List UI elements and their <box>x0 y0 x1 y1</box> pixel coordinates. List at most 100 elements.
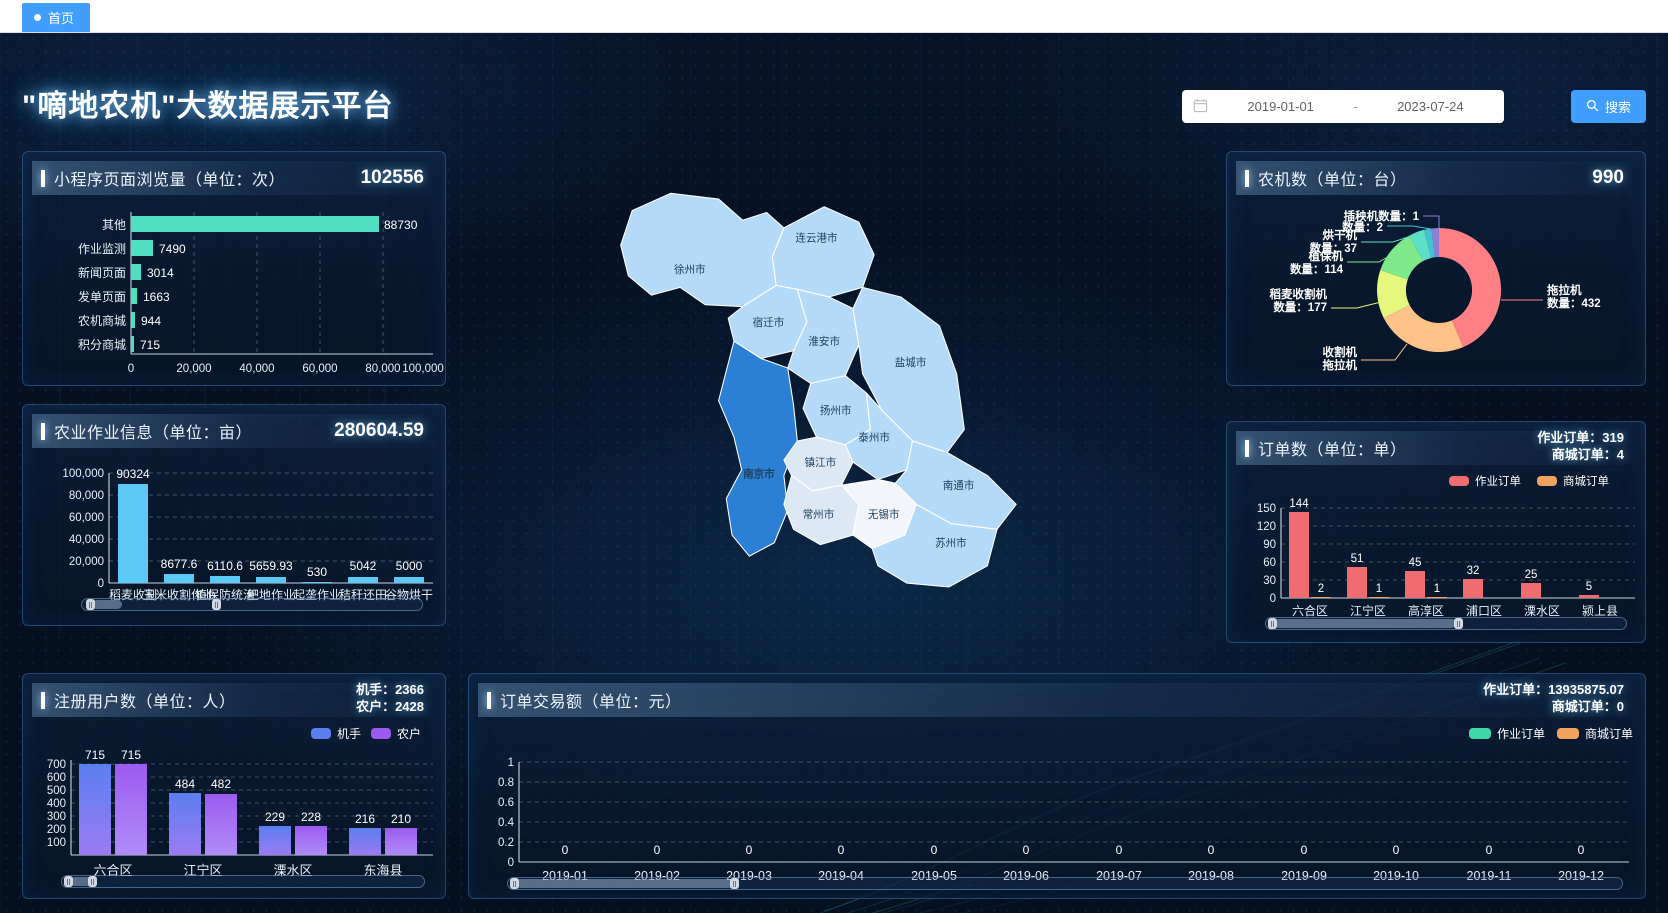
slice-拖拉机[interactable] <box>1439 227 1502 348</box>
bar-高淳区-商城订单[interactable] <box>1427 597 1447 598</box>
legend-label-机手: 机手 <box>337 727 361 741</box>
bar-高淳区-作业订单[interactable] <box>1405 571 1425 598</box>
map-label-无锡市: 无锡市 <box>868 508 900 521</box>
panel-accent-bar <box>41 422 45 440</box>
bar-六合区-商城订单[interactable] <box>1311 597 1331 598</box>
chart-farmwork-svg[interactable]: 90324 8677.6 6110.6 5659.93 530 5042 500… <box>23 451 447 623</box>
bar-积分商城[interactable] <box>131 336 134 352</box>
bar-农机商城[interactable] <box>131 312 135 328</box>
scrollbar-grip-right[interactable] <box>88 876 97 887</box>
bar-value-溧水区-作业订单: 25 <box>1525 569 1538 581</box>
scrollbar-grip-right[interactable] <box>730 878 739 889</box>
panel-farmwork-total: 280604.59 <box>334 420 424 441</box>
jiangsu-map[interactable]: 徐州市 连云港市 宿迁市 淮安市 盐城市 扬州市 泰州市 南通市 南京市 镇江市… <box>445 153 1165 633</box>
xlabel-六合区: 六合区 <box>1292 603 1328 618</box>
bar-六合区-作业订单[interactable] <box>1289 512 1309 598</box>
date-range-picker[interactable]: 2019-01-01 - 2023-07-24 <box>1182 90 1504 123</box>
chart-orders-svg[interactable]: 作业订单 商城订单 <box>1227 468 1647 640</box>
bar-六合区-机手[interactable] <box>79 764 111 855</box>
bar-东海县-机手[interactable] <box>349 828 381 855</box>
date-start-value[interactable]: 2019-01-01 <box>1247 99 1314 114</box>
scrollbar-grip-right[interactable] <box>212 599 221 610</box>
chart-users[interactable]: 机手 农户 <box>23 720 445 898</box>
chart-pageviews[interactable]: 88730 7490 3014 1663 944 715 其他 作业监测 新闻页… <box>23 198 445 385</box>
chart-farmwork-scrollbar[interactable] <box>81 598 423 611</box>
bar-溧水区-机手[interactable] <box>259 826 291 855</box>
slice-稻麦收割机[interactable] <box>1377 270 1410 319</box>
chart-orders[interactable]: 作业订单 商城订单 <box>1227 468 1645 642</box>
bar-玉米收割作业[interactable] <box>164 574 194 583</box>
bar-秸秆还田[interactable] <box>348 577 378 583</box>
bar-作业监测[interactable] <box>131 240 153 256</box>
bar-浦口区-作业订单[interactable] <box>1463 579 1483 598</box>
map-label-常州市: 常州市 <box>803 508 835 521</box>
bar-value-2019-04: 0 <box>838 843 845 857</box>
chart-amount-legend[interactable]: 作业订单 商城订单 <box>1469 726 1633 741</box>
chart-users-svg[interactable]: 机手 农户 <box>23 720 447 896</box>
slice-烘干机[interactable] <box>1409 229 1432 261</box>
scrollbar-grip-right[interactable] <box>1454 618 1463 629</box>
scrollbar-grip-left[interactable] <box>64 876 73 887</box>
bar-value-起垄作业: 530 <box>307 565 327 579</box>
slice-收割机[interactable] <box>1383 305 1464 353</box>
bar-value-2019-12: 0 <box>1578 843 1585 857</box>
chart-machines-svg[interactable]: 插秧机数量：1 数量：2 烘干机 数量：37 植保机 数量：114 稻麦收割机 … <box>1227 198 1647 383</box>
bar-江宁区-商城订单[interactable] <box>1369 597 1389 598</box>
bar-新闻页面[interactable] <box>131 264 141 280</box>
bar-谷物烘干[interactable] <box>394 577 424 583</box>
xlabel-浦口区: 浦口区 <box>1466 604 1502 618</box>
search-button-label: 搜索 <box>1604 100 1631 115</box>
chart-amount[interactable]: 作业订单 商城订单 1 0.8 0.6 0.4 <box>469 720 1645 898</box>
bar-起垄作业[interactable] <box>302 582 332 583</box>
map-region-suzhou[interactable] <box>871 503 998 588</box>
chart-orders-legend[interactable]: 作业订单 商城订单 <box>1449 474 1609 488</box>
users-stat-nonghu: 农户：2428 <box>356 699 424 714</box>
scrollbar-grip-left[interactable] <box>1268 618 1277 629</box>
pie-label-稻麦收割机-name: 稻麦收割机 <box>1270 287 1328 301</box>
date-range-separator: - <box>1353 99 1358 114</box>
bar-耙地作业[interactable] <box>256 577 286 583</box>
chart-farmwork[interactable]: 90324 8677.6 6110.6 5659.93 530 5042 500… <box>23 451 445 625</box>
map-svg[interactable]: 徐州市 连云港市 宿迁市 淮安市 盐城市 扬州市 泰州市 南通市 南京市 镇江市… <box>445 153 1165 633</box>
bar-溧水区-作业订单[interactable] <box>1521 583 1541 598</box>
xlabel-高淳区: 高淳区 <box>1408 603 1444 618</box>
bar-稻麦收割[interactable] <box>118 484 148 583</box>
slice-插秧机-2[interactable] <box>1424 228 1435 259</box>
chart-amount-scrollbar[interactable] <box>507 877 1623 890</box>
slice-植保机[interactable] <box>1380 235 1424 280</box>
chart-orders-scrollbar[interactable] <box>1265 617 1627 630</box>
scrollbar-fill <box>1274 619 1456 628</box>
chart-users-scrollbar[interactable] <box>61 875 425 888</box>
bar-江宁区-作业订单[interactable] <box>1347 567 1367 598</box>
bar-发单页面[interactable] <box>131 288 137 304</box>
map-region-xuzhou[interactable] <box>620 192 785 308</box>
chart-users-legend[interactable]: 机手 农户 <box>311 726 421 741</box>
date-end-value[interactable]: 2023-07-24 <box>1397 99 1464 114</box>
bar-植保防统治[interactable] <box>210 576 240 583</box>
pie-label-拖拉机-name: 拖拉机 <box>1547 283 1582 297</box>
search-button[interactable]: 搜索 <box>1570 90 1646 123</box>
bar-其他[interactable] <box>131 216 379 232</box>
tab-home[interactable]: 首页 <box>22 3 91 32</box>
chart-amount-svg[interactable]: 作业订单 商城订单 1 0.8 0.6 0.4 <box>469 720 1647 896</box>
ytick-40000: 40,000 <box>69 534 104 546</box>
slice-插秧机-1[interactable] <box>1431 228 1440 258</box>
panel-orders: 订单数（单位：单） 作业订单：319 商城订单：4 作业订单 商城订单 <box>1226 421 1646 643</box>
map-region-nanjing[interactable] <box>718 340 798 557</box>
bar-六合区-农户[interactable] <box>115 764 147 855</box>
map-region-lianyungang[interactable] <box>771 206 875 298</box>
ytick-60: 60 <box>1263 557 1276 569</box>
bar-溧水区-农户[interactable] <box>295 826 327 855</box>
bar-江宁区-农户[interactable] <box>205 794 237 855</box>
bar-东海县-农户[interactable] <box>385 828 417 855</box>
xlabel-江宁区: 江宁区 <box>183 863 222 878</box>
chart-machines[interactable]: 插秧机数量：1 数量：2 烘干机 数量：37 植保机 数量：114 稻麦收割机 … <box>1227 198 1645 385</box>
bar-江宁区-机手[interactable] <box>169 793 201 855</box>
scrollbar-grip-left[interactable] <box>510 878 519 889</box>
bar-颍上县-作业订单[interactable] <box>1579 595 1599 598</box>
scrollbar-grip-left[interactable] <box>86 599 95 610</box>
xlabel-溧水区: 溧水区 <box>1524 604 1560 618</box>
xtick-40000: 40,000 <box>239 363 274 375</box>
pie-label-烘干机-value: 数量：37 <box>1310 241 1357 255</box>
chart-pageviews-svg[interactable]: 88730 7490 3014 1663 944 715 其他 作业监测 新闻页… <box>23 198 447 383</box>
